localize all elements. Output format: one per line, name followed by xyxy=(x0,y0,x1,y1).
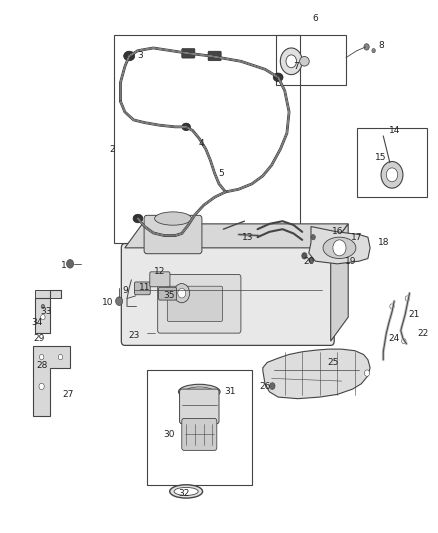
Circle shape xyxy=(280,48,302,75)
Text: 34: 34 xyxy=(32,318,43,327)
Circle shape xyxy=(270,383,275,389)
FancyBboxPatch shape xyxy=(182,418,217,450)
Text: 2: 2 xyxy=(109,145,114,154)
Text: 22: 22 xyxy=(417,329,428,337)
Text: 12: 12 xyxy=(154,268,166,276)
Text: 20: 20 xyxy=(303,257,314,265)
Bar xyxy=(114,35,300,243)
Polygon shape xyxy=(263,349,370,399)
Text: 4: 4 xyxy=(199,140,204,148)
Text: 17: 17 xyxy=(351,233,363,241)
Ellipse shape xyxy=(323,237,356,259)
Text: 31: 31 xyxy=(224,387,236,396)
FancyBboxPatch shape xyxy=(159,287,177,300)
Circle shape xyxy=(372,49,375,53)
Circle shape xyxy=(390,304,394,309)
Circle shape xyxy=(67,260,74,268)
Circle shape xyxy=(39,354,44,360)
Circle shape xyxy=(309,257,313,263)
Ellipse shape xyxy=(170,485,202,498)
Circle shape xyxy=(269,383,275,390)
FancyBboxPatch shape xyxy=(167,286,223,321)
Text: 13: 13 xyxy=(242,233,253,241)
FancyBboxPatch shape xyxy=(144,215,202,254)
Bar xyxy=(276,35,346,85)
Text: 25: 25 xyxy=(327,358,339,367)
Text: 3: 3 xyxy=(137,52,143,60)
Text: 16: 16 xyxy=(332,228,343,236)
Ellipse shape xyxy=(185,387,214,397)
Text: 15: 15 xyxy=(375,153,387,161)
Polygon shape xyxy=(331,224,348,341)
Circle shape xyxy=(302,253,307,259)
Circle shape xyxy=(178,288,186,298)
Text: 5: 5 xyxy=(218,169,224,177)
Text: 26: 26 xyxy=(259,382,271,391)
Text: 10: 10 xyxy=(102,298,113,307)
Text: 28: 28 xyxy=(36,361,47,369)
Circle shape xyxy=(174,284,190,303)
FancyBboxPatch shape xyxy=(208,51,221,61)
Text: 1: 1 xyxy=(60,261,67,270)
Text: 6: 6 xyxy=(312,14,318,23)
Text: 21: 21 xyxy=(408,310,420,319)
FancyBboxPatch shape xyxy=(121,244,334,345)
Circle shape xyxy=(39,383,44,390)
Ellipse shape xyxy=(133,214,143,223)
Ellipse shape xyxy=(273,73,283,82)
Text: 23: 23 xyxy=(128,332,139,340)
Text: 7: 7 xyxy=(293,62,299,71)
Polygon shape xyxy=(33,346,70,416)
Text: 11: 11 xyxy=(139,284,150,292)
Text: 8: 8 xyxy=(378,41,384,50)
Text: 18: 18 xyxy=(378,238,389,247)
FancyBboxPatch shape xyxy=(150,272,170,287)
Circle shape xyxy=(333,240,346,256)
Text: 35: 35 xyxy=(163,292,174,300)
Text: 9: 9 xyxy=(122,286,128,295)
Circle shape xyxy=(41,304,45,309)
Circle shape xyxy=(381,161,403,188)
Circle shape xyxy=(364,44,369,50)
Ellipse shape xyxy=(300,56,309,66)
Circle shape xyxy=(58,354,63,360)
Ellipse shape xyxy=(124,51,135,61)
Text: 32: 32 xyxy=(178,489,190,497)
FancyBboxPatch shape xyxy=(182,49,195,58)
Ellipse shape xyxy=(155,212,191,225)
FancyBboxPatch shape xyxy=(180,389,219,424)
Circle shape xyxy=(364,370,370,376)
Polygon shape xyxy=(309,227,370,264)
Circle shape xyxy=(402,338,406,344)
Text: 33: 33 xyxy=(40,308,52,316)
Text: 24: 24 xyxy=(389,334,400,343)
Text: 14: 14 xyxy=(389,126,400,135)
Polygon shape xyxy=(35,290,61,333)
Text: 19: 19 xyxy=(345,257,356,265)
Circle shape xyxy=(311,235,315,240)
Polygon shape xyxy=(125,224,348,248)
Circle shape xyxy=(386,168,398,182)
Ellipse shape xyxy=(179,384,220,399)
FancyBboxPatch shape xyxy=(134,282,150,295)
Circle shape xyxy=(286,55,297,68)
Circle shape xyxy=(116,297,123,305)
Text: 29: 29 xyxy=(34,334,45,343)
Text: 30: 30 xyxy=(163,430,174,439)
Circle shape xyxy=(41,314,45,320)
Circle shape xyxy=(405,296,410,301)
FancyBboxPatch shape xyxy=(158,274,241,333)
Ellipse shape xyxy=(182,123,191,131)
Bar xyxy=(357,128,427,197)
Bar xyxy=(147,370,252,485)
Text: 27: 27 xyxy=(62,390,74,399)
Ellipse shape xyxy=(174,487,198,496)
